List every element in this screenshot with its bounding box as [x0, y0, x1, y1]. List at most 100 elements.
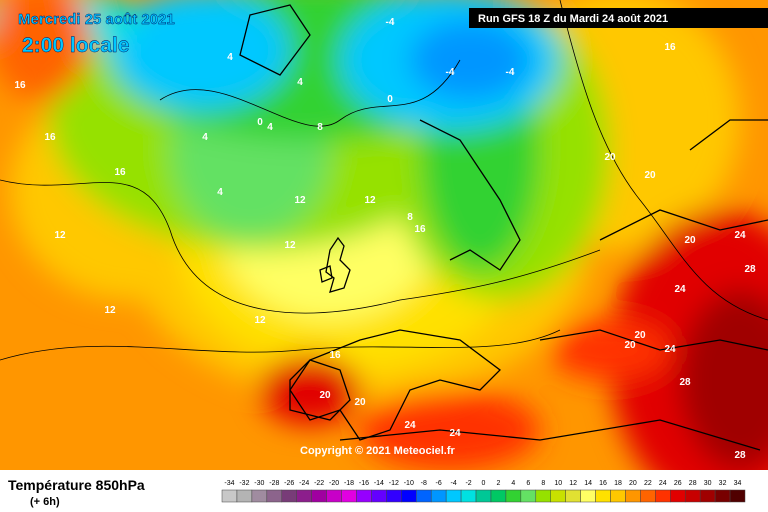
run-info: Run GFS 18 Z du Mardi 24 août 2021: [478, 13, 668, 25]
contour-label: -4: [446, 67, 455, 78]
contour-label: 16: [114, 167, 126, 178]
contour-label: 20: [644, 170, 656, 181]
contour-label: 28: [679, 377, 691, 388]
scale-label: -34: [224, 480, 234, 487]
scale-label: -30: [254, 480, 264, 487]
contour-label: 24: [674, 284, 686, 295]
scale-label: -12: [389, 480, 399, 487]
contour-label: 12: [284, 240, 296, 251]
contour-label: 24: [449, 428, 461, 439]
scale-label: 10: [554, 480, 562, 487]
scale-swatch: [535, 489, 551, 503]
scale-swatch: [565, 489, 581, 503]
contour-label: 28: [744, 264, 756, 275]
scale-label: 34: [734, 480, 742, 487]
scale-label: 26: [674, 480, 682, 487]
contour-label: 16: [329, 350, 341, 361]
contour-label: -4: [506, 67, 515, 78]
contour-label: 24: [404, 420, 416, 431]
contour-label: 0: [387, 94, 393, 105]
scale-label: -26: [284, 480, 294, 487]
contour-label: 12: [54, 230, 66, 241]
scale-label: -4: [450, 480, 456, 487]
scale-label: -6: [436, 480, 442, 487]
scale-label: -24: [299, 480, 309, 487]
contour-label: 20: [684, 235, 696, 246]
scale-swatch: [251, 489, 268, 503]
scale-swatch: [475, 489, 492, 503]
contour-label: 16: [14, 80, 26, 91]
scale-label: -22: [314, 480, 324, 487]
contour-label: 20: [319, 390, 331, 401]
scale-label: 32: [719, 480, 727, 487]
contour-label: 24: [734, 230, 746, 241]
scale-label: -2: [465, 480, 471, 487]
contour-label: 8: [407, 212, 413, 223]
scale-label: 8: [541, 480, 545, 487]
scale-swatch: [221, 489, 238, 503]
copyright: Copyright © 2021 Meteociel.fr: [300, 445, 456, 457]
scale-swatch: [505, 489, 522, 503]
footer-lead: (+ 6h): [30, 496, 60, 508]
scale-swatch: [670, 489, 686, 503]
contour-label: 16: [414, 224, 426, 235]
scale-label: 4: [511, 480, 515, 487]
scale-swatch: [595, 489, 611, 503]
scale-swatch: [430, 489, 447, 503]
scale-label: -10: [404, 480, 414, 487]
scale-label: -20: [329, 480, 339, 487]
scale-swatch: [490, 489, 507, 503]
scale-swatch: [386, 489, 402, 503]
scale-label: -8: [421, 480, 427, 487]
contour-label: 4: [217, 187, 223, 198]
scale-label: 0: [482, 480, 486, 487]
contour-label: -4: [386, 17, 395, 28]
scale-swatch: [640, 489, 656, 503]
scale-swatch: [684, 489, 701, 503]
scale-swatch: [416, 489, 432, 503]
contour-label: 20: [354, 397, 366, 408]
scale-swatch: [266, 489, 283, 503]
scale-label: -18: [344, 480, 354, 487]
scale-swatch: [655, 489, 671, 503]
scale-label: 24: [659, 480, 667, 487]
forecast-date: Mercredi 25 août 2021: [18, 11, 175, 28]
scale-label: -16: [359, 480, 369, 487]
scale-swatch: [371, 489, 387, 503]
scale-label: 20: [629, 480, 637, 487]
scale-swatch: [610, 489, 626, 503]
footer-title: Température 850hPa: [8, 477, 145, 493]
contour-label: 4: [297, 77, 303, 88]
scale-swatch: [625, 489, 641, 503]
contour-label: 12: [364, 195, 376, 206]
contour-label: 4: [202, 132, 208, 143]
isotherms: [0, 0, 768, 361]
scale-swatch: [296, 489, 312, 503]
contour-label: 4: [267, 122, 273, 133]
contour-label: 28: [734, 450, 746, 461]
scale-label: 14: [584, 480, 592, 487]
contour-label: 20: [604, 152, 616, 163]
contour-label: 12: [254, 315, 266, 326]
run-banner: [469, 8, 768, 28]
scale-swatch: [326, 489, 342, 503]
scale-label: 12: [569, 480, 577, 487]
scale-swatch: [281, 489, 297, 503]
contour-label: 12: [104, 305, 116, 316]
contour-label: 20: [624, 340, 636, 351]
scale-label: 2: [496, 480, 500, 487]
contour-label: 16: [44, 132, 56, 143]
scale-swatch: [520, 489, 537, 503]
scale-label: -14: [374, 480, 384, 487]
contour-label: 0: [257, 117, 263, 128]
scale-label: -32: [239, 480, 249, 487]
contour-label: 4: [227, 52, 233, 63]
scale-swatch: [356, 489, 372, 503]
scale-swatch: [236, 489, 253, 503]
scale-swatch: [460, 489, 477, 503]
scale-label: 28: [689, 480, 697, 487]
scale-swatch: [445, 489, 462, 503]
